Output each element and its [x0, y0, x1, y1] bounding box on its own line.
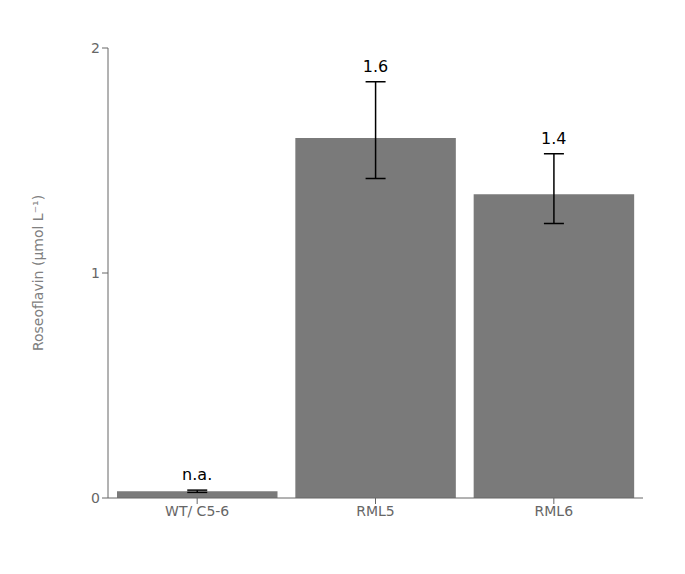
svg-text:0: 0: [91, 490, 100, 506]
svg-text:1.4: 1.4: [541, 129, 566, 148]
svg-text:n.a.: n.a.: [182, 465, 212, 484]
svg-text:Roseoflavin (μmol L⁻¹): Roseoflavin (μmol L⁻¹): [30, 195, 46, 351]
svg-text:1: 1: [91, 265, 100, 281]
svg-text:WT/ C5-6: WT/ C5-6: [165, 503, 229, 519]
svg-text:RML5: RML5: [356, 503, 395, 519]
svg-text:1.6: 1.6: [363, 57, 388, 76]
svg-text:2: 2: [91, 40, 100, 56]
svg-text:RML6: RML6: [535, 503, 574, 519]
